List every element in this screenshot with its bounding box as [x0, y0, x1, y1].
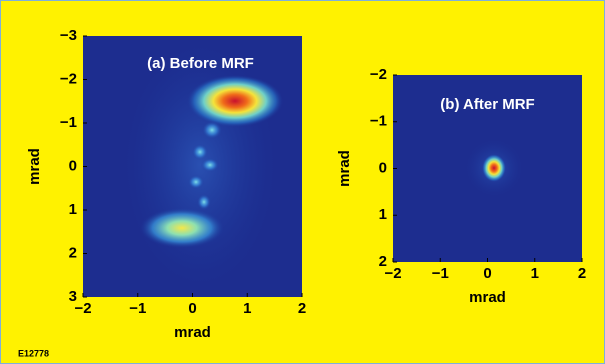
y-tick-label: 2	[379, 253, 387, 270]
y-tick-label: −1	[60, 114, 77, 131]
figure: E12778 (a) Before MRF −2 −1 0 1 2 −3 −2 −1 0 1 2 3 mr…	[0, 0, 605, 364]
y-tick-label: 2	[69, 244, 77, 261]
panel-title: (b) After MRF	[440, 96, 534, 113]
y-axis-label: mrad	[26, 148, 43, 185]
y-tick-label: −3	[60, 27, 77, 44]
y-tick-label: 1	[69, 201, 77, 218]
image-a	[83, 36, 302, 297]
y-tick-label: −2	[60, 70, 77, 87]
panel-title: (a) Before MRF	[147, 55, 254, 72]
x-tick-label: −2	[74, 300, 91, 317]
y-tick-label: −1	[370, 113, 387, 130]
y-tick-label: −2	[370, 66, 387, 83]
y-tick-label: 0	[69, 157, 77, 174]
x-tick-label: −2	[384, 265, 401, 282]
x-tick-label: 2	[578, 265, 586, 282]
x-tick-label: −1	[432, 265, 449, 282]
y-tick-label: 3	[69, 288, 77, 305]
x-tick-label: −1	[129, 300, 146, 317]
y-tick-label: 0	[379, 159, 387, 176]
y-tick-label: 1	[379, 206, 387, 223]
figure-id: E12778	[18, 348, 49, 358]
x-tick-label: 0	[483, 265, 491, 282]
x-axis-label: mrad	[174, 324, 211, 341]
x-tick-label: 1	[531, 265, 539, 282]
x-tick-label: 1	[243, 300, 251, 317]
y-axis-label: mrad	[336, 150, 353, 187]
x-tick-label: 0	[188, 300, 196, 317]
x-axis-label: mrad	[469, 289, 506, 306]
x-tick-label: 2	[298, 300, 306, 317]
